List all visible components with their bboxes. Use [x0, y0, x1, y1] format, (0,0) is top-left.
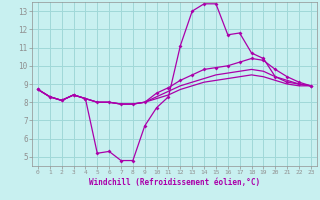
X-axis label: Windchill (Refroidissement éolien,°C): Windchill (Refroidissement éolien,°C): [89, 178, 260, 187]
